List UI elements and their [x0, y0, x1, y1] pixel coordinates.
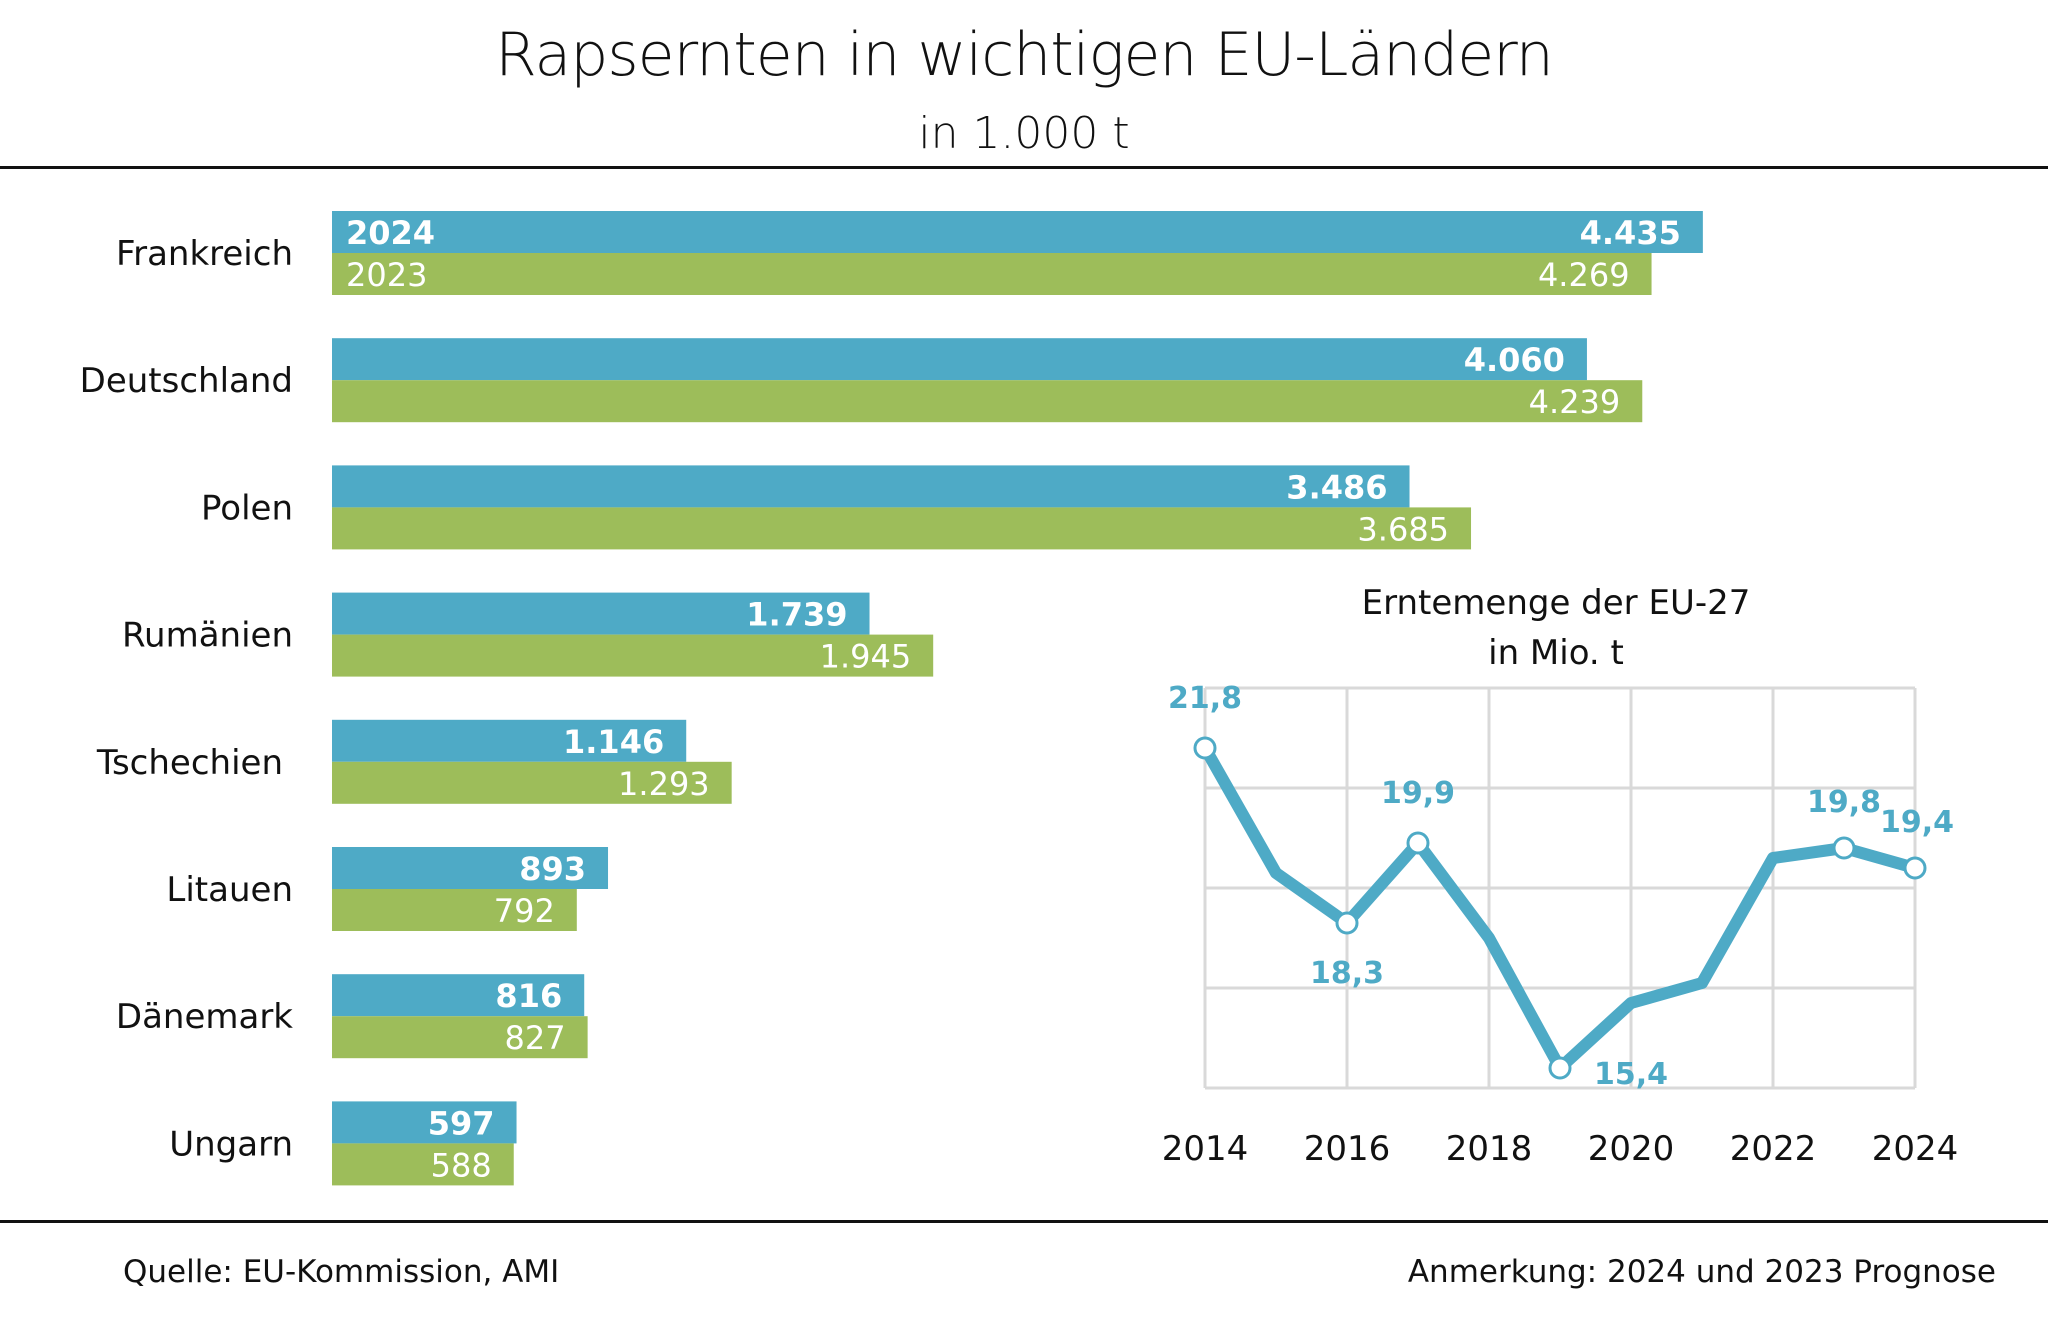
line-chart-title: Erntemenge der EU-27	[1362, 583, 1751, 623]
bar-value-label: 893	[519, 850, 586, 888]
bar-2023	[332, 634, 934, 677]
x-tick-label: 2014	[1162, 1129, 1249, 1169]
bar-2023	[332, 380, 1643, 423]
data-point-marker	[1335, 911, 1359, 935]
bar-value-label: 1.739	[746, 596, 847, 634]
category-label: Frankreich	[116, 234, 293, 274]
category-label: Dänemark	[116, 997, 293, 1037]
bar-value-label: 597	[428, 1104, 495, 1142]
bar-value-label: 4.060	[1464, 341, 1565, 379]
bar-2023	[332, 761, 732, 804]
data-point-label: 19,8	[1807, 785, 1881, 820]
category-label: Ungarn	[169, 1124, 293, 1164]
bar-2024	[332, 465, 1410, 508]
x-tick-label: 2022	[1730, 1129, 1817, 1169]
legend-2024: 2024	[346, 214, 435, 252]
bar-value-label: 4.435	[1580, 214, 1681, 252]
bar-2023	[332, 889, 577, 931]
chart-title: Rapsernten in wichtigen EU-Ländern	[495, 20, 1554, 90]
bar-2023	[332, 253, 1652, 295]
bar-value-label: 792	[494, 892, 555, 930]
bar-value-label: 827	[505, 1019, 566, 1057]
bar-value-label: 588	[431, 1146, 492, 1184]
data-point-marker	[1903, 856, 1927, 880]
top-divider	[0, 166, 2048, 169]
bar-2023	[332, 1016, 588, 1059]
bar-value-label: 4.269	[1538, 256, 1630, 294]
category-label: Litauen	[166, 870, 293, 910]
legend-2023: 2023	[346, 256, 427, 294]
category-label: Tschechien	[96, 743, 283, 783]
bar-value-label: 1.293	[618, 765, 710, 803]
data-point-marker	[1406, 831, 1430, 855]
data-point-label: 19,4	[1880, 805, 1954, 840]
bar-2024	[332, 719, 687, 762]
bar-2023	[332, 1143, 514, 1186]
data-point-label: 18,3	[1310, 956, 1384, 991]
data-point-marker	[1548, 1056, 1572, 1080]
data-point-label: 21,8	[1168, 681, 1242, 716]
bar-2024	[332, 1101, 517, 1144]
bar-value-label: 4.239	[1529, 383, 1621, 421]
category-label: Deutschland	[80, 361, 293, 401]
bar-value-label: 1.945	[820, 638, 912, 676]
data-point-marker	[1832, 836, 1856, 860]
bar-2024	[332, 338, 1587, 381]
bar-2023	[332, 507, 1472, 550]
x-tick-label: 2020	[1588, 1129, 1675, 1169]
bar-value-label: 3.685	[1357, 510, 1449, 548]
bar-2024	[332, 974, 585, 1017]
forecast-note: Anmerkung: 2024 und 2023 Prognose	[1407, 1254, 1996, 1290]
bar-value-label: 3.486	[1286, 468, 1387, 506]
bar-2024	[332, 211, 1703, 253]
data-point-label: 15,4	[1594, 1057, 1668, 1092]
data-point-marker	[1193, 736, 1217, 760]
x-tick-label: 2016	[1304, 1129, 1391, 1169]
category-label: Polen	[201, 488, 293, 528]
bar-chart: Frankreich 4.435 2024 4.269 2023 Deutschland 4…	[80, 211, 1703, 1186]
category-label: Rumänien	[122, 616, 293, 656]
bar-2024	[332, 592, 870, 635]
bar-value-label: 1.146	[563, 723, 664, 761]
x-tick-label: 2018	[1446, 1129, 1533, 1169]
source-note: Quelle: EU-Kommission, AMI	[123, 1254, 560, 1290]
line-chart-inset: Erntemenge der EU-27 in Mio. t 2014 2016 2…	[1162, 583, 1959, 1169]
bar-value-label: 816	[495, 977, 562, 1015]
x-tick-label: 2024	[1872, 1129, 1959, 1169]
bottom-divider	[0, 1220, 2048, 1223]
bar-2024	[332, 847, 609, 889]
chart-subtitle: in 1.000 t	[918, 108, 1130, 159]
line-chart-subtitle: in Mio. t	[1488, 633, 1624, 673]
data-point-label: 19,9	[1381, 776, 1455, 811]
